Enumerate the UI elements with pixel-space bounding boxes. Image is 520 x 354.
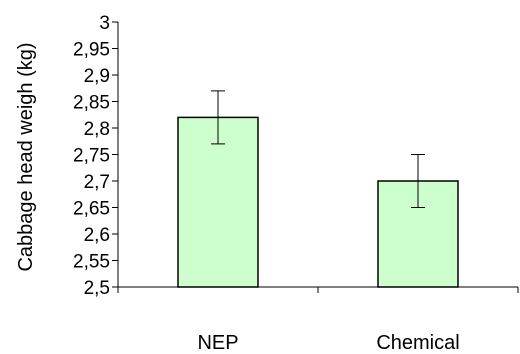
error-bar-chemical — [411, 154, 425, 208]
y-tick-label: 2,5 — [84, 278, 110, 299]
y-tick-label: 2,65 — [73, 199, 110, 220]
y-axis-ticks: 2,5 2,55 2,6 2,65 2,7 2,75 2,8 2,85 2,9 2,95 3 — [73, 13, 118, 299]
bar-nep — [177, 116, 259, 288]
x-category-label: Chemical — [376, 332, 459, 354]
y-tick-label: 2,75 — [73, 146, 110, 167]
y-tick-label: 2,6 — [84, 225, 110, 246]
y-tick-label: 2,95 — [73, 40, 110, 61]
y-tick-label: 2,85 — [73, 93, 110, 114]
y-tick-label: 2,9 — [84, 66, 110, 87]
y-tick-label: 2,8 — [84, 119, 110, 140]
bars — [177, 116, 459, 288]
error-bar-nep — [211, 90, 225, 145]
y-axis-title: Cabbage head weigh (kg) — [15, 42, 37, 271]
x-axis-labels: NEP Chemical — [197, 332, 459, 354]
x-axis-ticks — [117, 287, 519, 293]
y-tick-label: 2,7 — [84, 172, 110, 193]
x-category-label: NEP — [197, 332, 238, 354]
error-bars — [211, 90, 425, 208]
y-tick-label: 2,55 — [73, 252, 110, 273]
y-tick-label: 3 — [99, 13, 110, 34]
